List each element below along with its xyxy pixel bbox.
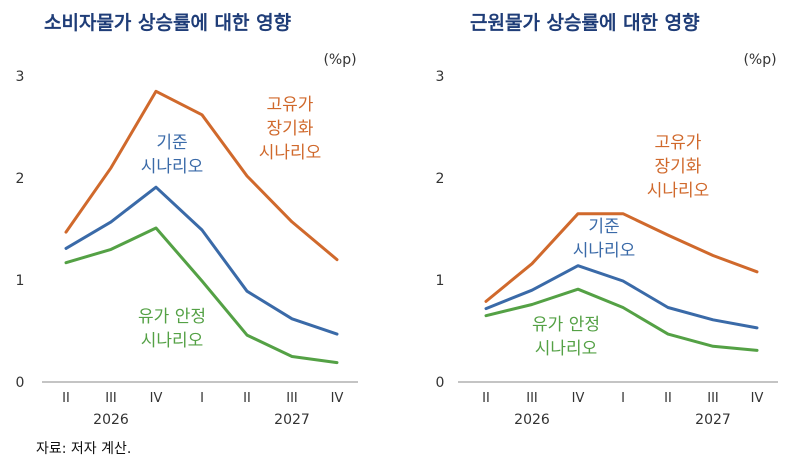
chart-title-cpi: 소비자물가 상승률에 대한 영향: [44, 12, 292, 34]
cpi-series-label-stable_oil: 유가 안정 시나리오: [138, 307, 206, 351]
cpi-unit-label: (%p): [323, 52, 356, 68]
core-x-tick-label: III: [526, 391, 538, 406]
cpi-x-tick-label: III: [105, 391, 117, 406]
core-x-tick-label: II: [482, 391, 490, 406]
core-y-tick-label: 1: [436, 273, 445, 289]
core-series-label-baseline: 기준 시나리오: [573, 217, 636, 261]
core-series-line-baseline: [484, 264, 759, 330]
cpi-x-tick-label: II: [62, 391, 70, 406]
cpi-year-label: 2027: [274, 412, 310, 428]
core-x-tick-label: IV: [572, 391, 585, 406]
core-y-tick-label: 0: [436, 375, 445, 391]
core-unit-label: (%p): [743, 52, 776, 68]
cpi-x-tick-label: II: [243, 391, 251, 406]
core-series-label-high_oil: 고유가 장기화 시나리오: [647, 133, 710, 201]
cpi-series-line-high_oil: [64, 89, 339, 262]
cpi-y-tick-label: 2: [16, 171, 25, 187]
chart-title-core: 근원물가 상승률에 대한 영향: [470, 12, 700, 34]
core-y-tick-label: 2: [436, 171, 445, 187]
core-series-line-high_oil: [484, 212, 759, 303]
cpi-series-line-baseline: [64, 185, 339, 336]
cpi-x-tick-label: I: [200, 391, 204, 406]
cpi-series-label-high_oil: 고유가 장기화 시나리오: [259, 95, 322, 163]
cpi-y-tick-label: 1: [16, 273, 25, 289]
chart-panel-core: (%p) 0 1 2 3 II III IV I II III IV 2026 2027 고유가 장기화 시나리…: [396, 0, 792, 470]
core-x-tick-label: I: [621, 391, 625, 406]
cpi-y-tick-label: 0: [16, 375, 25, 391]
core-x-tick-label: III: [707, 391, 719, 406]
cpi-series-line-stable_oil: [64, 226, 339, 365]
cpi-y-tick-label: 3: [16, 69, 25, 85]
core-series-line-stable_oil: [484, 287, 759, 352]
source-note: 자료: 저자 계산.: [36, 441, 132, 457]
core-x-tick-label: II: [664, 391, 672, 406]
core-year-label: 2027: [695, 412, 731, 428]
core-x-tick-label: IV: [751, 391, 764, 406]
cpi-x-tick-label: IV: [150, 391, 163, 406]
core-y-tick-label: 3: [436, 69, 445, 85]
cpi-series-label-baseline: 기준 시나리오: [141, 133, 204, 177]
cpi-x-tick-label: IV: [331, 391, 344, 406]
cpi-year-label: 2026: [93, 412, 129, 428]
core-series-label-stable_oil: 유가 안정 시나리오: [532, 315, 600, 359]
cpi-x-tick-label: III: [286, 391, 298, 406]
chart-panel-cpi: (%p) 0 1 2 3 II III IV I II III IV 2026 2027 고유가 장기화 시나리…: [0, 0, 396, 470]
core-year-label: 2026: [514, 412, 550, 428]
